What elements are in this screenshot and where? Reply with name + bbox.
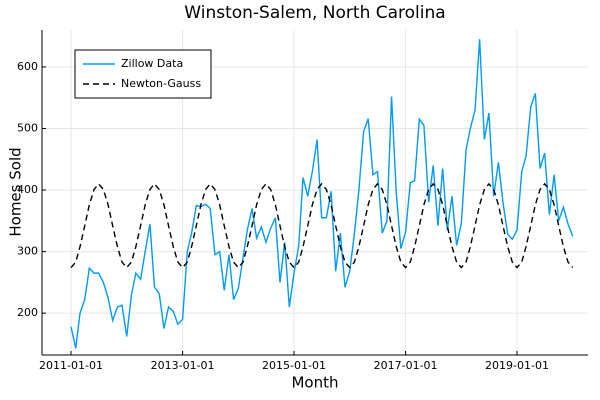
legend-text: Zillow Data xyxy=(121,57,183,70)
legend: Zillow Data Newton-Gauss xyxy=(74,49,212,99)
plot-area xyxy=(70,39,574,349)
y-tick-label: 400 xyxy=(17,183,38,196)
chart-title: Winston-Salem, North Carolina xyxy=(184,3,445,23)
y-tick-label: 500 xyxy=(17,121,38,134)
x-tick-label: 2017-01-01 xyxy=(374,359,438,372)
legend-text: Newton-Gauss xyxy=(121,77,201,90)
legend-box xyxy=(74,49,212,99)
y-tick-label: 300 xyxy=(17,245,38,258)
x-axis-label: Month xyxy=(291,374,338,392)
y-tick-label: 200 xyxy=(17,306,38,319)
x-tick-label: 2011-01-01 xyxy=(39,359,103,372)
x-tick-label: 2019-01-01 xyxy=(485,359,549,372)
x-tick-label: 2013-01-01 xyxy=(151,359,215,372)
x-tick-label: 2015-01-01 xyxy=(262,359,326,372)
y-axis-label: Homes Sold xyxy=(7,147,25,236)
line-series xyxy=(70,182,574,269)
y-tick-label: 600 xyxy=(17,60,38,73)
line-series xyxy=(70,39,574,349)
